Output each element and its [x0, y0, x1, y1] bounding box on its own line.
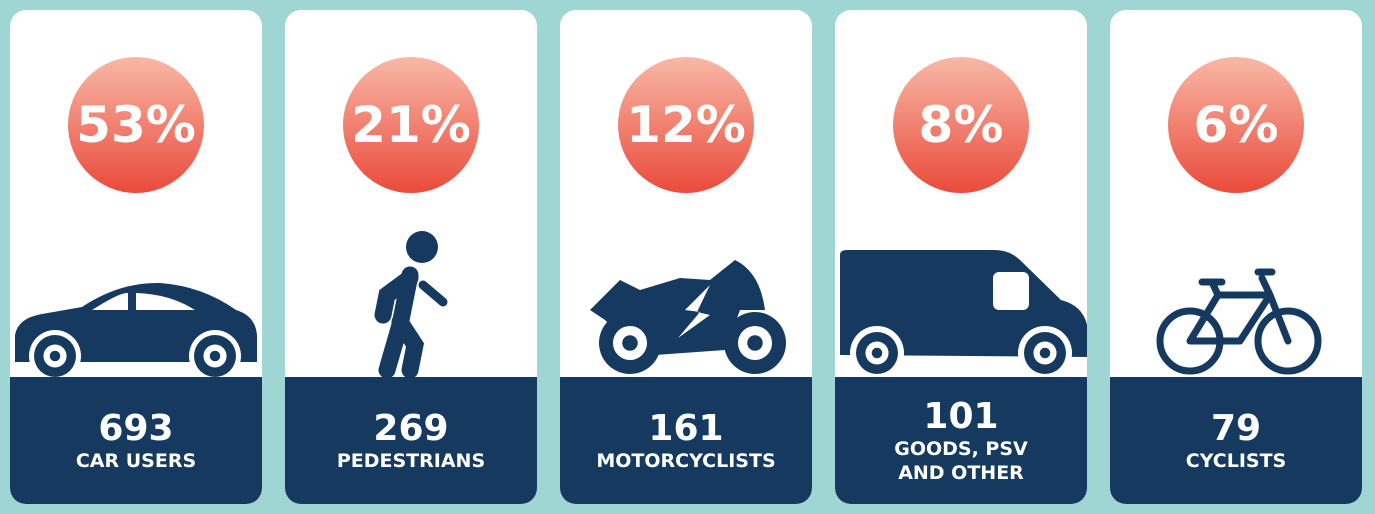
label: CAR USERS — [75, 449, 197, 472]
badge — [618, 57, 754, 193]
footer: 693 CAR USERS — [10, 377, 262, 504]
count: 79 — [1210, 407, 1262, 449]
label: CYCLISTS — [1185, 449, 1287, 472]
count: 269 — [373, 407, 449, 449]
card: 6% 79 CYCLISTS — [1110, 10, 1362, 504]
label: PEDESTRIANS — [336, 449, 486, 472]
icon — [840, 57, 1087, 380]
label: GOODS, PSV AND OTHER — [894, 437, 1028, 484]
badge — [68, 57, 204, 193]
count: 693 — [98, 407, 174, 449]
icon — [1156, 57, 1322, 375]
icon — [590, 57, 786, 374]
badge — [1168, 57, 1304, 193]
footer: 79 CYCLISTS — [1110, 377, 1362, 504]
label: MOTORCYCLISTS — [596, 449, 776, 472]
card: 53% 693 CAR USERS — [10, 10, 262, 504]
icon — [15, 57, 257, 382]
footer: 101 GOODS, PSV AND OTHER — [835, 377, 1087, 504]
card: 8% 101 GOODS, PSV AND OTHER — [835, 10, 1087, 504]
count: 101 — [923, 395, 999, 437]
count: 161 — [648, 407, 724, 449]
footer: 161 MOTORCYCLISTS — [560, 377, 812, 504]
footer: 269 PEDESTRIANS — [285, 377, 537, 504]
badge — [343, 57, 479, 193]
card: 21% 269 PEDESTRIANS — [285, 10, 537, 504]
card: 12% 161 MOTORCYCLISTS — [560, 10, 812, 504]
icon — [343, 57, 479, 379]
badge — [893, 57, 1029, 193]
